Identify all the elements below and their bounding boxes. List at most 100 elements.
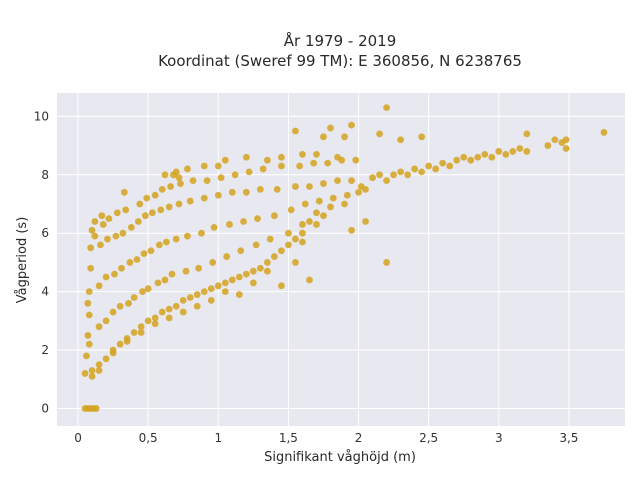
scatter-point — [91, 232, 99, 240]
scatter-point — [383, 104, 390, 112]
scatter-point — [81, 370, 89, 377]
scatter-point — [256, 264, 264, 272]
scatter-point — [217, 174, 225, 182]
scatter-point — [172, 235, 180, 243]
scatter-point — [165, 314, 173, 322]
scatter-point — [186, 197, 194, 205]
scatter-point — [362, 218, 369, 225]
scatter-point — [157, 206, 165, 214]
scatter-point — [460, 153, 468, 161]
scatter-point — [245, 168, 253, 176]
x-tick-label: 3,5 — [559, 431, 578, 445]
scatter-point — [104, 235, 111, 243]
scatter-point — [453, 156, 461, 164]
scatter-point — [544, 142, 552, 149]
scatter-point — [348, 121, 355, 129]
scatter-point — [186, 294, 194, 301]
scatter-point — [285, 229, 292, 237]
scatter-point — [315, 197, 323, 205]
scatter-point — [509, 148, 517, 155]
scatter-point — [193, 302, 201, 310]
scatter-point — [292, 183, 299, 190]
scatter-point — [200, 194, 208, 202]
scatter-point — [141, 212, 149, 220]
scatter-point — [256, 185, 264, 193]
scatter-point — [195, 264, 203, 272]
scatter-point — [172, 168, 180, 176]
scatter-point — [221, 156, 229, 164]
scatter-point — [562, 136, 570, 144]
scatter-point — [299, 229, 306, 237]
scatter-point — [155, 241, 163, 249]
scatter-point — [240, 218, 247, 225]
scatter-point — [301, 200, 309, 208]
scatter-point — [237, 247, 245, 255]
scatter-point — [210, 223, 218, 231]
scatter-point — [376, 130, 383, 138]
scatter-point — [113, 209, 121, 217]
scatter-point — [242, 153, 250, 161]
scatter-point — [348, 177, 355, 185]
chart-title-line1: År 1979 - 2019 — [284, 31, 397, 50]
scatter-point — [516, 145, 524, 152]
plot-area — [57, 93, 625, 426]
scatter-point — [266, 235, 274, 243]
scatter-point — [207, 296, 215, 304]
scatter-point — [137, 329, 145, 336]
scatter-point — [551, 136, 559, 144]
chart-title-line2: Koordinat (Sweref 99 TM): E 360856, N 62… — [158, 52, 522, 70]
scatter-point — [175, 200, 183, 208]
x-tick-label: 2 — [355, 431, 363, 445]
scatter-point — [277, 282, 285, 290]
scatter-point — [133, 256, 141, 263]
y-tick-label: 4 — [41, 285, 49, 299]
scatter-point — [207, 285, 215, 293]
scatter-point — [172, 302, 180, 310]
scatter-point — [162, 238, 170, 246]
scatter-point — [313, 221, 320, 228]
scatter-point — [263, 156, 271, 164]
scatter-point — [122, 206, 130, 214]
scatter-point — [523, 148, 531, 155]
scatter-point — [334, 153, 341, 161]
scatter-point — [376, 171, 383, 179]
scatter-point — [95, 323, 103, 331]
scatter-point — [235, 273, 243, 281]
x-tick-label: 1,5 — [279, 431, 298, 445]
scatter-point — [161, 276, 169, 284]
scatter-point — [189, 177, 197, 185]
scatter-point — [270, 253, 278, 260]
scatter-point — [273, 185, 281, 193]
scatter-point — [334, 177, 341, 185]
scatter-point — [352, 156, 360, 164]
y-axis-label: Vågperiod (s) — [15, 217, 30, 304]
scatter-point — [270, 212, 278, 220]
scatter-point — [306, 183, 313, 190]
scatter-point — [200, 162, 208, 170]
scatter-point — [310, 159, 318, 167]
scatter-point — [154, 279, 162, 287]
scatter-point — [184, 165, 191, 173]
scatter-point — [83, 352, 90, 360]
scatter-point — [92, 405, 100, 412]
scatter-point — [130, 294, 138, 301]
scatter-point — [277, 162, 285, 170]
scatter-point — [418, 168, 426, 176]
x-tick-label: 1 — [214, 431, 222, 445]
scatter-point — [425, 162, 433, 170]
scatter-point — [397, 168, 405, 176]
scatter-point — [439, 159, 447, 167]
scatter-point — [88, 372, 96, 380]
tick-labels: 0 0,5 1 1,5 2 2,5 3 3,5 0 2 4 6 8 10 — [34, 109, 579, 445]
scatter-point — [126, 259, 134, 266]
scatter-point — [147, 247, 155, 255]
scatter-point — [84, 332, 92, 339]
scatter-point — [118, 264, 125, 272]
scatter-point — [397, 136, 405, 144]
x-axis-label: Signifikant våghöjd (m) — [264, 450, 416, 465]
scatter-point — [125, 299, 132, 307]
scatter-point — [242, 188, 250, 196]
scatter-point — [313, 150, 320, 158]
y-tick-label: 6 — [41, 226, 49, 240]
